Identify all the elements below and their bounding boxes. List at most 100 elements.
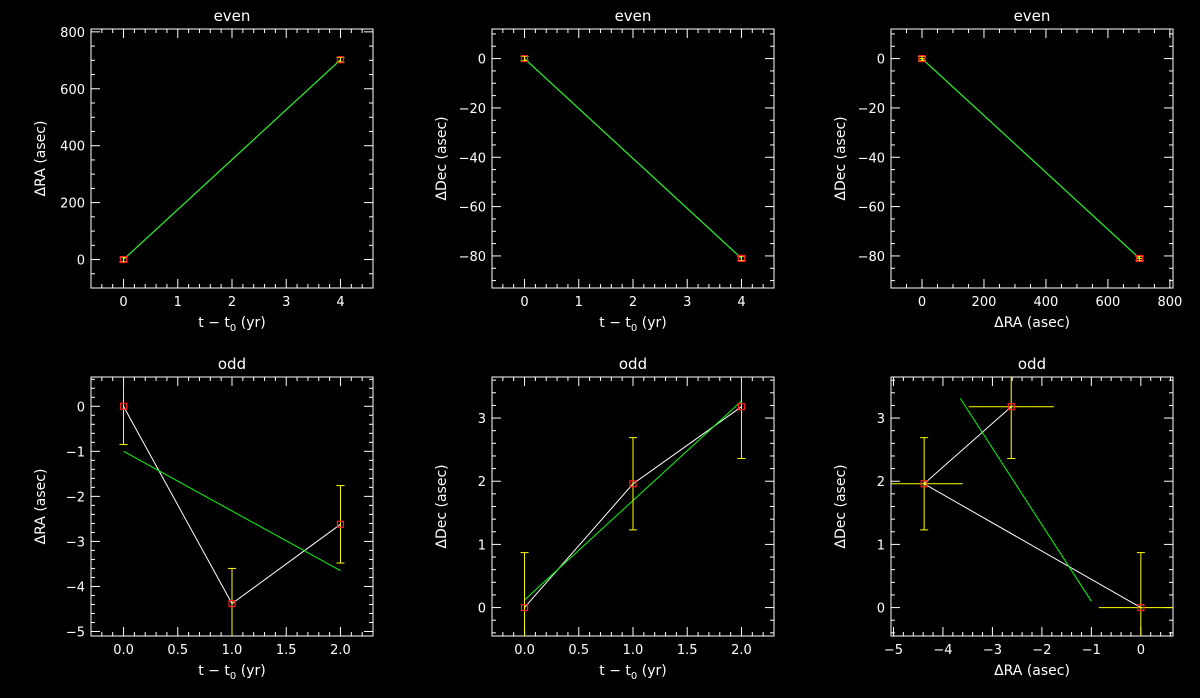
panel-2-plot-area (520, 54, 746, 262)
panel-2-y-axis-label: ΔDec (asec) (434, 116, 450, 200)
panel-4-x-tick-label: 0.5 (167, 643, 188, 658)
panel-2-x-axis-label: t − t0 (yr) (599, 315, 666, 334)
panel-1-plot-area (119, 56, 345, 264)
panel-5-x-axis-label-main: t − t (599, 663, 631, 679)
panel-5-data-point (737, 403, 746, 411)
panel-4-x-axis-label-subscript: 0 (230, 671, 236, 682)
panel-4-x-tick-label: 0.0 (113, 643, 134, 658)
panel-6-y-tick-label: 0 (877, 602, 885, 617)
panel-1-x-tick-label: 1 (174, 295, 182, 310)
panel-5-data-point (629, 480, 637, 488)
panel-6-data-point (1007, 403, 1015, 411)
panel-3-fit-line (921, 58, 1140, 259)
panel-4-x-axis-label-main: t − t (198, 663, 230, 679)
panel-5-x-axis-label: t − t0 (yr) (599, 663, 666, 682)
panel-1-y-tick-label: 200 (60, 197, 85, 212)
panel-5-x-axis-label-unit: (yr) (637, 663, 666, 679)
panel-3-x-tick-label: 600 (1096, 295, 1121, 310)
panel-1-x-tick-label: 3 (282, 295, 290, 310)
panel-2-x-axis-label-main: t − t (599, 315, 631, 331)
panel-6-x-tick-label: −4 (933, 643, 952, 658)
panel-4-y-tick-label: 0 (77, 400, 85, 415)
panel-5-x-tick-label: 0.0 (514, 643, 535, 658)
panel-3-frame (890, 28, 1174, 289)
panel-5-y-axis-label: ΔDec (asec) (434, 464, 450, 548)
panel-4-x-tick-label: 2.0 (330, 643, 351, 658)
panel-4-x-axis-label: t − t0 (yr) (198, 663, 265, 682)
panel-6-x-tick-label: −2 (1032, 643, 1051, 658)
panel-1-x-axis-label-main: t − t (198, 315, 230, 331)
panel-6-x-tick-label: −3 (983, 643, 1002, 658)
panel-1-data-point (336, 56, 345, 64)
panel-4-fit-line (123, 450, 341, 572)
panel-2-y-tick-label: −80 (459, 250, 486, 265)
panel-4-x-tick-label: 1.0 (222, 643, 243, 658)
panel-3-x-axis-label: ΔRA (asec) (994, 315, 1070, 331)
panel-6-y-tick-label: 3 (877, 412, 885, 427)
panel-1-x-axis-label-unit: (yr) (236, 315, 265, 331)
panel-2-x-axis-label-subscript: 0 (631, 323, 637, 334)
panel-2-x-tick-label: 1 (575, 295, 583, 310)
panel-4-y-tick-label: −1 (66, 445, 85, 460)
panel-3-plot-area (917, 54, 1144, 262)
panel-2-data-point (737, 254, 746, 262)
panel-5-y-tick-label: 1 (478, 538, 486, 553)
panel-2-fit-line (524, 58, 742, 259)
panel-6-title: odd (1018, 355, 1046, 373)
panel-6-x-axis-label: ΔRA (asec) (994, 663, 1070, 679)
panel-3-y-tick-label: 0 (877, 53, 885, 68)
panel-4-y-axis-label: ΔRA (asec) (33, 469, 49, 545)
panel-1-y-axis-label: ΔRA (asec) (33, 121, 49, 197)
panel-1-x-tick-label: 2 (228, 295, 236, 310)
panel-6-data-point (920, 480, 928, 488)
panel-6-y-axis-label: ΔDec (asec) (833, 464, 849, 548)
panel-3-y-tick-label: −40 (858, 151, 885, 166)
panel-2-x-axis-label-unit: (yr) (637, 315, 666, 331)
panel-5-x-tick-label: 0.5 (568, 643, 589, 658)
panel-2-y-tick-label: 0 (478, 53, 486, 68)
panel-5-y-tick-label: 0 (478, 602, 486, 617)
panel-3-x-tick-label: 200 (972, 295, 997, 310)
panel-1-y-tick-label: 600 (60, 83, 85, 98)
panel-5-data-point (520, 603, 529, 612)
panel-4-x-tick-label: 1.5 (276, 643, 297, 658)
panel-1-x-tick-label: 0 (119, 295, 127, 310)
panel-6-y-tick-label: 2 (877, 475, 885, 490)
panel-3-y-tick-label: −80 (858, 250, 885, 265)
panel-4-y-tick-label: −5 (66, 625, 85, 640)
panel-2-x-tick-label: 2 (629, 295, 637, 310)
panel-1-title: even (214, 7, 251, 25)
panel-6-y-tick-label: 1 (877, 538, 885, 553)
panel-6-x-axis-label-main: ΔRA (asec) (994, 663, 1070, 679)
panel-3-x-axis-label-main: ΔRA (asec) (994, 315, 1070, 331)
panel-4-x-axis-label-unit: (yr) (236, 663, 265, 679)
panel-6: odd −5 −4 −3 −2 −1 0 0 1 2 3 ΔRA (asec) ΔDec (asec) (833, 355, 1174, 679)
panel-5-title: odd (619, 355, 647, 373)
panel-5-y-tick-label: 2 (478, 475, 486, 490)
panel-3-x-tick-label: 800 (1157, 295, 1182, 310)
panel-2-title: even (615, 7, 652, 25)
panel-4-y-tick-label: −4 (66, 580, 85, 595)
panel-2-x-tick-label: 3 (683, 295, 691, 310)
panel-2-x-tick-label: 4 (737, 295, 745, 310)
panel-5-x-axis-label-subscript: 0 (631, 671, 637, 682)
panel-2-x-tick-label: 0 (520, 295, 528, 310)
panel-4-y-tick-label: −3 (66, 535, 85, 550)
panel-2-y-tick-label: −20 (459, 102, 486, 117)
panel-6-data-point (1137, 603, 1145, 612)
panel-4-data-point (336, 520, 345, 528)
panel-1-x-axis-label-subscript: 0 (230, 323, 236, 334)
panel-4-title: odd (218, 355, 246, 373)
panel-6-x-tick-label: −1 (1082, 643, 1101, 658)
panel-5-x-tick-label: 1.5 (677, 643, 698, 658)
panel-1-x-tick-label: 4 (336, 295, 344, 310)
panel-4-y-tick-label: −2 (66, 490, 85, 505)
panel-3-y-axis-label: ΔDec (asec) (833, 116, 849, 200)
panel-1-fit-line (123, 59, 341, 260)
panel-2-y-tick-label: −40 (459, 151, 486, 166)
panel-1-y-tick-label: 0 (77, 254, 85, 269)
panel-5-x-tick-label: 1.0 (623, 643, 644, 658)
